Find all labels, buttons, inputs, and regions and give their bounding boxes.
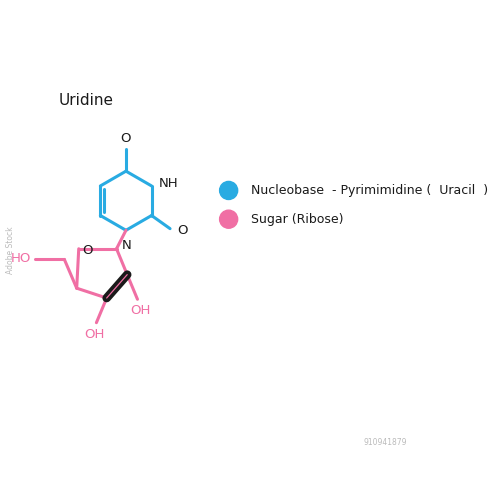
Text: Uridine: Uridine bbox=[58, 92, 113, 108]
Circle shape bbox=[220, 210, 238, 228]
Text: NH: NH bbox=[159, 178, 178, 190]
Circle shape bbox=[220, 182, 238, 200]
Text: HO: HO bbox=[11, 252, 32, 265]
Text: Adobe Stock: Adobe Stock bbox=[6, 226, 15, 274]
Text: O: O bbox=[120, 132, 131, 145]
Text: N: N bbox=[122, 238, 132, 252]
Text: OH: OH bbox=[130, 304, 151, 317]
Text: O: O bbox=[82, 244, 92, 256]
Text: OH: OH bbox=[84, 328, 104, 340]
Text: Nucleobase  - Pyrimimidine (  Uracil  ): Nucleobase - Pyrimimidine ( Uracil ) bbox=[251, 184, 488, 197]
Text: Sugar (Ribose): Sugar (Ribose) bbox=[251, 212, 344, 226]
Text: 910941879: 910941879 bbox=[364, 438, 408, 447]
Text: O: O bbox=[178, 224, 188, 237]
